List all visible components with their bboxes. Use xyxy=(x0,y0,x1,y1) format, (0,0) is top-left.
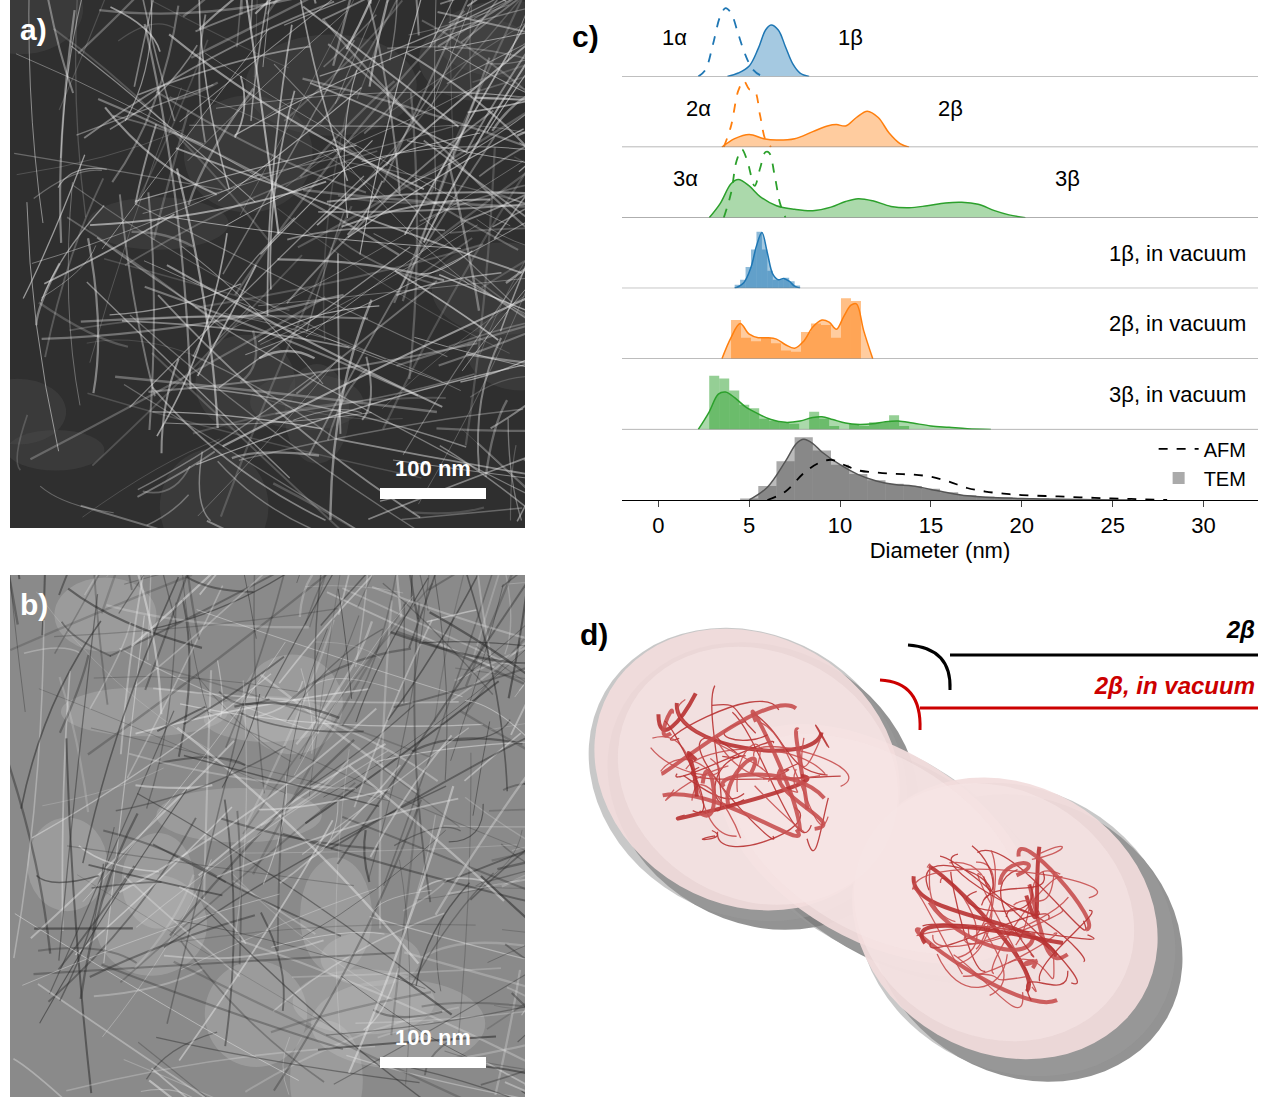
svg-text:5: 5 xyxy=(743,513,755,538)
svg-text:100 nm: 100 nm xyxy=(395,456,471,481)
svg-text:AFM: AFM xyxy=(1204,439,1246,461)
html-text:c): c) xyxy=(572,20,599,53)
svg-text:1β, in vacuum: 1β, in vacuum xyxy=(1109,241,1246,266)
svg-text:1β: 1β xyxy=(838,25,863,50)
svg-text:1α: 1α xyxy=(662,25,687,50)
svg-text:d): d) xyxy=(580,618,608,651)
svg-text:2β, in vacuum: 2β, in vacuum xyxy=(1109,311,1246,336)
svg-text:2α: 2α xyxy=(686,96,711,121)
svg-text:100 nm: 100 nm xyxy=(395,1025,471,1050)
svg-text:3β: 3β xyxy=(1055,166,1080,191)
svg-text:10: 10 xyxy=(828,513,852,538)
svg-text:30: 30 xyxy=(1191,513,1215,538)
svg-text:a): a) xyxy=(20,13,47,46)
svg-text:3α: 3α xyxy=(673,166,698,191)
svg-text:b): b) xyxy=(20,588,48,621)
svg-text:0: 0 xyxy=(652,513,664,538)
svg-text:Diameter (nm): Diameter (nm) xyxy=(870,538,1011,563)
svg-text:3β, in vacuum: 3β, in vacuum xyxy=(1109,382,1246,407)
svg-text:15: 15 xyxy=(919,513,943,538)
svg-text:TEM: TEM xyxy=(1204,468,1246,490)
svg-text:20: 20 xyxy=(1010,513,1034,538)
svg-text:25: 25 xyxy=(1100,513,1124,538)
svg-text:2β, in vacuum: 2β, in vacuum xyxy=(1094,672,1255,699)
svg-text:2β: 2β xyxy=(1226,616,1255,643)
svg-text:2β: 2β xyxy=(938,96,963,121)
